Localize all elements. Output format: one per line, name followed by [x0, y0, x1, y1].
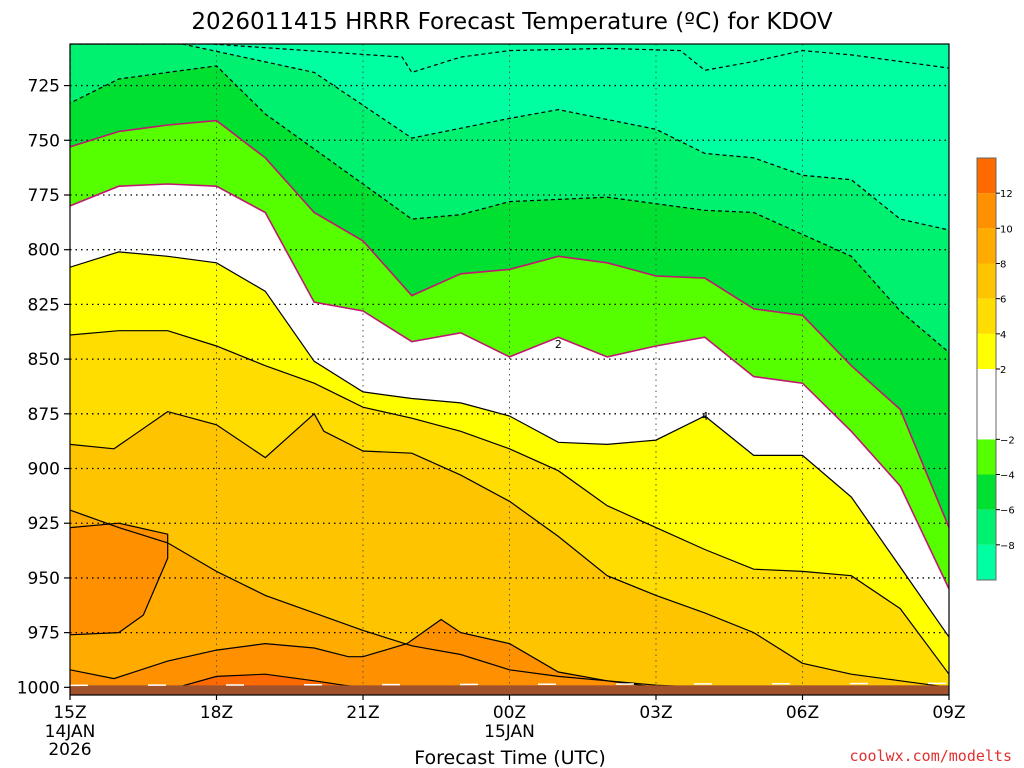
colorbar-band--6: [977, 474, 996, 510]
colorbar-band-4: [977, 298, 996, 334]
y-tick-label-875: 875: [28, 405, 60, 425]
isotherm-4: [70, 251, 949, 638]
y-tick-label-800: 800: [28, 241, 60, 261]
x-tick-year-15Z: 2026: [48, 740, 91, 760]
isotherm--6: [70, 44, 949, 231]
colorbar-band-10: [977, 193, 996, 229]
colorbar-label-10: 10: [1000, 224, 1013, 235]
fill-band-12: [70, 619, 949, 695]
x-tick-label-03Z: 03Z: [639, 703, 672, 723]
isotherm-lines: [70, 44, 949, 688]
colorbar-label-6: 6: [1000, 295, 1006, 306]
colorbar-band--2: [977, 369, 996, 440]
colorbar-label-4: 4: [1000, 330, 1006, 341]
y-tick-label-925: 925: [28, 514, 60, 534]
contour-label-2: 2: [555, 338, 562, 351]
y-tick-label-950: 950: [28, 569, 60, 589]
closed-isotherm-12: [70, 522, 169, 636]
y-tick-label-1000: 1000: [17, 678, 60, 698]
isotherm-8: [70, 410, 949, 688]
colorbar-label-8: 8: [1000, 260, 1006, 271]
ground-surface: [70, 682, 949, 695]
colorbar-label--2: −2: [1000, 435, 1015, 446]
isotherm--8: [79, 44, 949, 74]
colorbar-band--10: [977, 544, 996, 580]
x-tick-label-09Z: 09Z: [932, 703, 965, 723]
fill-region-12: [70, 523, 168, 635]
colorbar-label--6: −6: [1000, 506, 1015, 517]
x-tick-label-15Z: 15Z: [53, 703, 86, 723]
colorbar-band-8: [977, 228, 996, 264]
colorbar-band--4: [977, 439, 996, 475]
x-tick-date-00Z: 15JAN: [484, 722, 535, 742]
ground-fill: [70, 685, 949, 695]
y-axis: 725 750 775 800 825 850 875 900 925 950 975 1000: [17, 77, 70, 698]
colorbar: 12 10 8 6 4 2 −2 −4 −6 −8: [976, 157, 1015, 581]
x-tick-label-06Z: 06Z: [786, 703, 819, 723]
y-tick-label-850: 850: [28, 350, 60, 370]
y-tick-label-900: 900: [28, 460, 60, 480]
credit-link[interactable]: coolwx.com/modelts: [849, 747, 1012, 765]
y-tick-label-975: 975: [28, 624, 60, 644]
chart-title: 2026011415 HRRR Forecast Temperature (ºC…: [191, 9, 832, 35]
x-tick-label-00Z: 00Z: [493, 703, 526, 723]
x-tick-date-15Z: 14JAN: [45, 722, 96, 742]
y-tick-label-825: 825: [28, 295, 60, 315]
colorbar-label-12: 12: [1000, 189, 1013, 200]
colorbar-band-6: [977, 263, 996, 299]
x-tick-label-18Z: 18Z: [200, 703, 233, 723]
x-tick-label-21Z: 21Z: [346, 703, 379, 723]
isotherm--4: [70, 44, 949, 353]
fill-region-14: [177, 674, 363, 688]
x-axis-label: Forecast Time (UTC): [414, 747, 605, 768]
y-tick-label-725: 725: [28, 77, 60, 97]
isotherm-6: [70, 330, 949, 675]
contour-labels: 24: [555, 338, 709, 423]
isotherm-2: [70, 183, 949, 590]
grid-lines: [70, 44, 949, 695]
colorbar-label--8: −8: [1000, 541, 1015, 552]
colorbar-band--8: [977, 509, 996, 545]
y-tick-label-775: 775: [28, 186, 60, 206]
colorbar-label--4: −4: [1000, 471, 1015, 482]
contour-label-4: 4: [701, 410, 708, 423]
colorbar-band-2: [977, 333, 996, 369]
isotherm--2: [70, 119, 949, 528]
colorbar-label-2: 2: [1000, 365, 1006, 376]
colorbar-band-12: [977, 158, 996, 194]
y-tick-label-750: 750: [28, 131, 60, 151]
